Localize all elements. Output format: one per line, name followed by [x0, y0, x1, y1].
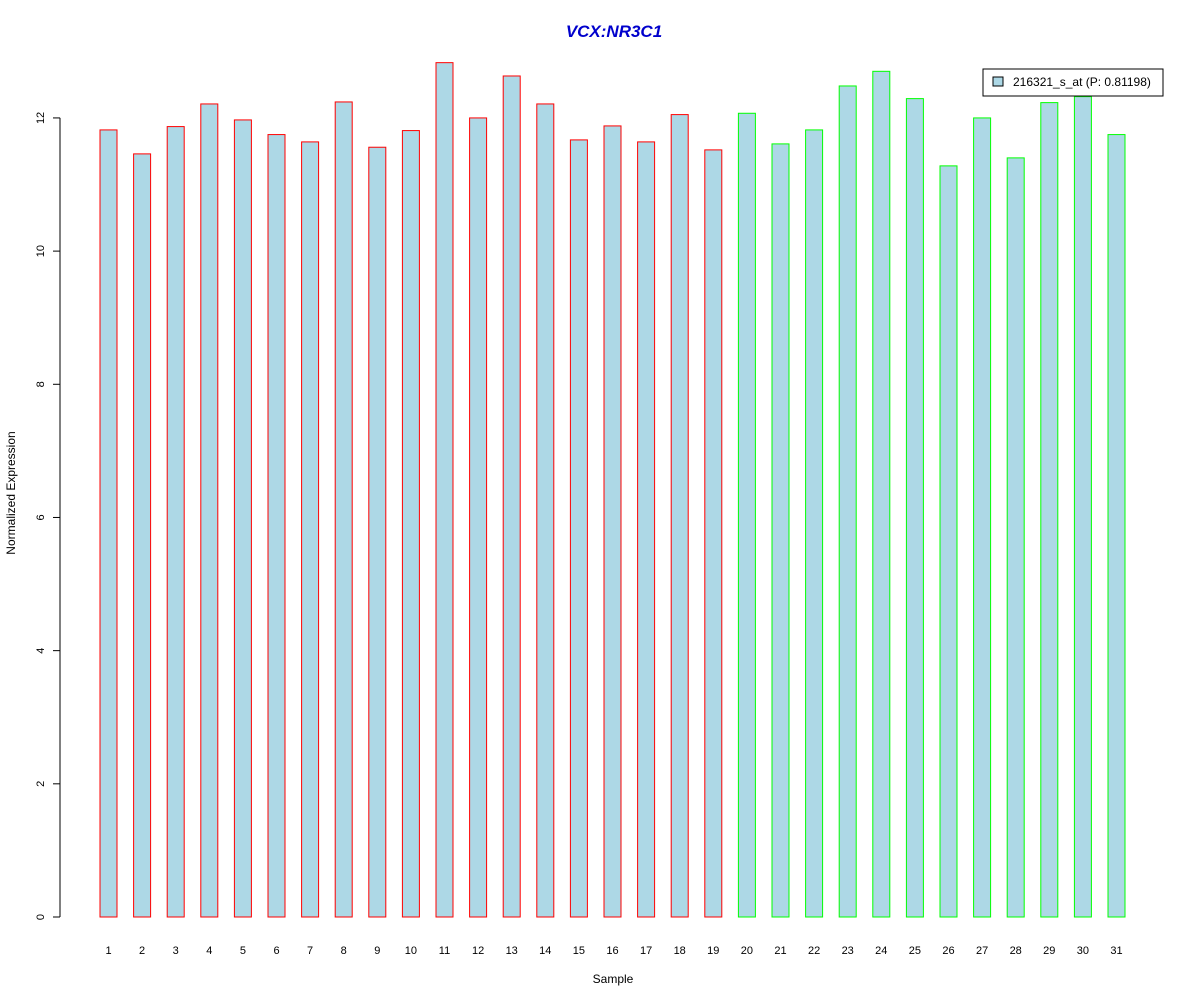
bar-sample-31 — [1107, 134, 1126, 918]
bar-sample-9 — [368, 146, 387, 918]
x-tick-label: 7 — [307, 945, 313, 957]
y-tick-label: 8 — [35, 381, 47, 387]
x-tick-label: 30 — [1077, 945, 1089, 957]
x-axis-label: Sample — [593, 972, 634, 986]
legend-box — [982, 68, 1164, 97]
bar-sample-25 — [905, 98, 924, 918]
x-tick-label: 4 — [206, 945, 212, 957]
bar-sample-12 — [469, 117, 488, 918]
x-tick-label: 29 — [1043, 945, 1055, 957]
x-tick-label: 14 — [539, 945, 551, 957]
x-tick-label: 31 — [1110, 945, 1122, 957]
y-axis-label: Normalized Expression — [4, 431, 18, 554]
bar-sample-19 — [704, 149, 723, 918]
bar-sample-24 — [872, 70, 891, 918]
x-tick-label: 24 — [875, 945, 887, 957]
x-tick-label: 19 — [707, 945, 719, 957]
x-tick-label: 22 — [808, 945, 820, 957]
bar-sample-3 — [166, 126, 185, 918]
x-tick-label: 25 — [909, 945, 921, 957]
y-tick-label: 4 — [35, 648, 47, 654]
x-tick-label: 20 — [741, 945, 753, 957]
x-tick-labels: 1 2 3 4 5 6 7 8 9 10 11 12 13 14 15 16 17 18 19 20 21 22 23 24 2… — [105, 945, 1122, 957]
x-tick-label: 1 — [105, 945, 111, 957]
bar-sample-17 — [637, 141, 656, 918]
bar-sample-13 — [502, 75, 521, 918]
x-tick-label: 26 — [942, 945, 954, 957]
x-tick-label: 3 — [173, 945, 179, 957]
bars-group — [99, 62, 1126, 918]
x-tick-label: 27 — [976, 945, 988, 957]
legend-label: 216321_s_at (P: 0.81198) — [1013, 75, 1151, 89]
x-tick-label: 9 — [374, 945, 380, 957]
y-tick-label: 0 — [35, 914, 47, 920]
y-tick-label: 12 — [35, 112, 47, 124]
bar-sample-26 — [939, 165, 958, 918]
bar-sample-10 — [401, 130, 420, 918]
bar-sample-8 — [334, 101, 353, 918]
bar-sample-23 — [838, 85, 857, 918]
y-tick-label: 10 — [35, 245, 47, 257]
bar-sample-20 — [737, 112, 756, 918]
bar-sample-21 — [771, 143, 790, 918]
bar-sample-4 — [200, 103, 219, 918]
x-tick-label: 28 — [1010, 945, 1022, 957]
bar-sample-16 — [603, 125, 622, 918]
x-tick-label: 6 — [273, 945, 279, 957]
x-tick-label: 12 — [472, 945, 484, 957]
x-tick-label: 11 — [439, 945, 450, 957]
bar-sample-15 — [569, 139, 588, 918]
y-tick-label: 2 — [35, 781, 47, 787]
x-tick-label: 10 — [405, 945, 417, 957]
bar-sample-28 — [1006, 157, 1025, 918]
y-tick-label: 6 — [35, 514, 47, 520]
chart-title: VCX:NR3C1 — [566, 22, 662, 41]
x-tick-label: 13 — [506, 945, 518, 957]
x-tick-label: 21 — [774, 945, 786, 957]
bar-sample-1 — [99, 129, 118, 918]
bar-sample-29 — [1040, 102, 1059, 918]
bar-sample-30 — [1073, 96, 1092, 918]
x-tick-label: 18 — [674, 945, 686, 957]
bar-sample-6 — [267, 134, 286, 918]
x-tick-label: 15 — [573, 945, 585, 957]
bar-sample-7 — [301, 141, 320, 918]
bar-sample-22 — [805, 129, 824, 918]
bar-sample-14 — [536, 103, 555, 918]
bar-sample-18 — [670, 114, 689, 918]
bar-sample-11 — [435, 62, 454, 918]
legend: 216321_s_at (P: 0.81198) — [982, 68, 1164, 97]
x-tick-label: 8 — [341, 945, 347, 957]
x-tick-label: 17 — [640, 945, 652, 957]
x-tick-label: 2 — [139, 945, 145, 957]
x-tick-label: 23 — [842, 945, 854, 957]
bar-sample-27 — [973, 117, 992, 918]
x-tick-label: 16 — [606, 945, 618, 957]
legend-swatch — [992, 76, 1004, 87]
bar-sample-5 — [233, 119, 252, 918]
y-axis: 0 2 4 6 8 10 12 — [35, 112, 61, 920]
x-tick-label: 5 — [240, 945, 246, 957]
bar-sample-2 — [133, 153, 152, 918]
